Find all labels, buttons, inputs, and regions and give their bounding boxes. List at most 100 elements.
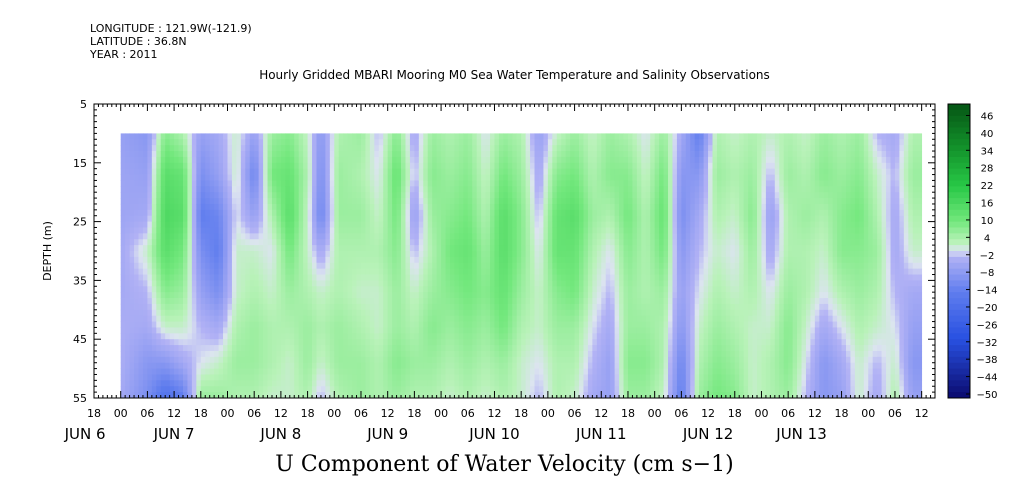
heatmap-cell <box>556 374 562 381</box>
heatmap-cell <box>592 339 598 346</box>
heatmap-cell <box>307 233 313 240</box>
heatmap-cell <box>516 186 522 193</box>
heatmap-cell <box>294 333 300 340</box>
heatmap-cell <box>365 162 371 170</box>
heatmap-cell <box>401 215 406 222</box>
heatmap-cell <box>223 227 228 234</box>
heatmap-cell <box>343 256 349 264</box>
heatmap-cell <box>610 374 616 381</box>
heatmap-cell <box>441 321 446 328</box>
heatmap-cell <box>142 374 148 381</box>
heatmap-cell <box>467 139 473 146</box>
heatmap-cell <box>418 321 424 328</box>
heatmap-cell <box>209 292 215 299</box>
heatmap-cell <box>356 298 362 305</box>
heatmap-cell <box>458 315 464 322</box>
heatmap-cell <box>525 168 531 175</box>
heatmap-cell <box>138 174 144 181</box>
heatmap-cell <box>200 251 206 258</box>
heatmap-cell <box>338 251 344 258</box>
heatmap-cell <box>151 392 157 399</box>
heatmap-cell <box>547 262 553 270</box>
heatmap-cell <box>160 392 166 399</box>
heatmap-cell <box>174 133 179 140</box>
heatmap-cell <box>129 192 135 199</box>
heatmap-cell <box>445 356 451 364</box>
heatmap-cell <box>521 233 527 240</box>
heatmap-cell <box>610 274 616 281</box>
heatmap-cell <box>423 209 429 217</box>
heatmap-cell <box>271 198 277 205</box>
heatmap-cell <box>352 345 357 352</box>
heatmap-cell <box>134 345 139 352</box>
heatmap-cell <box>436 215 442 222</box>
heatmap-cell <box>191 209 197 217</box>
heatmap-cell <box>160 303 166 311</box>
heatmap-cell <box>142 392 148 399</box>
heatmap-cell <box>276 380 282 387</box>
heatmap-cell <box>285 380 291 387</box>
heatmap-cell <box>249 186 255 193</box>
heatmap-cell <box>254 350 260 358</box>
heatmap-cell <box>316 227 322 234</box>
heatmap-cell <box>178 245 184 252</box>
heatmap-cell <box>343 333 349 340</box>
heatmap-cell <box>205 380 211 387</box>
heatmap-cell <box>320 374 326 381</box>
heatmap-cell <box>454 174 460 181</box>
heatmap-cell <box>498 321 504 328</box>
heatmap-cell <box>423 298 429 305</box>
heatmap-cell <box>187 251 193 258</box>
heatmap-cell <box>263 251 268 258</box>
heatmap-cell <box>227 339 233 346</box>
heatmap-cell <box>356 133 362 140</box>
heatmap-cell <box>138 380 144 387</box>
heatmap-cell <box>592 262 598 270</box>
heatmap-cell <box>521 303 527 311</box>
heatmap-cell <box>165 292 171 299</box>
heatmap-cell <box>472 233 478 240</box>
heatmap-cell <box>485 174 491 181</box>
heatmap-cell <box>312 180 317 187</box>
heatmap-cell <box>525 339 531 346</box>
heatmap-cell <box>223 251 228 258</box>
heatmap-cell <box>169 198 175 205</box>
heatmap-cell <box>223 345 228 352</box>
heatmap-cell <box>271 203 277 211</box>
heatmap-cell <box>383 392 389 399</box>
heatmap-cell <box>187 156 193 164</box>
heatmap-cell <box>254 315 260 322</box>
heatmap-cell <box>512 186 518 193</box>
heatmap-cell <box>303 368 308 375</box>
heatmap-cell <box>218 192 224 199</box>
heatmap-cell <box>458 345 464 352</box>
heatmap-cell <box>134 233 139 240</box>
heatmap-cell <box>538 327 544 334</box>
heatmap-cell <box>151 268 157 275</box>
heatmap-cell <box>200 292 206 299</box>
heatmap-cell <box>316 350 322 358</box>
heatmap-cell <box>565 280 571 287</box>
heatmap-cell <box>392 392 397 399</box>
heatmap-cell <box>258 145 264 152</box>
heatmap-cell <box>374 198 380 205</box>
heatmap-cell <box>316 392 322 399</box>
heatmap-cell <box>312 356 317 364</box>
heatmap-cell <box>441 156 446 164</box>
heatmap-cell <box>498 368 504 375</box>
heatmap-cell <box>285 192 291 199</box>
heatmap-cell <box>516 315 522 322</box>
heatmap-cell <box>516 209 522 217</box>
heatmap-cell <box>267 268 273 275</box>
heatmap-cell <box>249 239 255 246</box>
heatmap-cell <box>343 321 349 328</box>
heatmap-cell <box>472 186 478 193</box>
heatmap-cell <box>494 198 500 205</box>
heatmap-cell <box>454 292 460 299</box>
heatmap-cell <box>267 162 273 170</box>
heatmap-cell <box>205 386 211 393</box>
heatmap-cell <box>583 133 589 140</box>
heatmap-cell <box>396 274 402 281</box>
heatmap-cell <box>392 362 397 369</box>
heatmap-cell <box>601 339 607 346</box>
